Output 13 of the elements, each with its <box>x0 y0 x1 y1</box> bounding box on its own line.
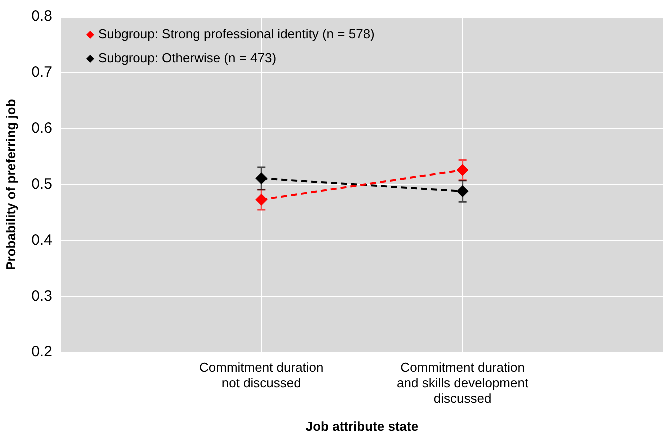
legend-label: Subgroup: Otherwise (n = 473) <box>98 50 277 66</box>
x-tick-label: Commitment duration and skills development discussed <box>397 360 529 406</box>
y-tick-label: 0.8 <box>32 8 52 26</box>
legend-label: Subgroup: Strong professional identity (n = 578) <box>98 26 375 42</box>
y-axis-title: Probability of preferring job <box>3 99 18 270</box>
y-tick-label: 0.4 <box>32 232 52 249</box>
y-tick-label: 0.2 <box>32 344 52 361</box>
y-tick-label: 0.3 <box>32 288 52 305</box>
x-axis-title: Job attribute state <box>306 418 419 434</box>
x-tick-label: Commitment duration not discussed <box>199 360 324 391</box>
y-tick-label: 0.7 <box>32 64 52 82</box>
y-tick-label: 0.6 <box>32 120 52 138</box>
y-tick-label: 0.5 <box>32 176 52 193</box>
